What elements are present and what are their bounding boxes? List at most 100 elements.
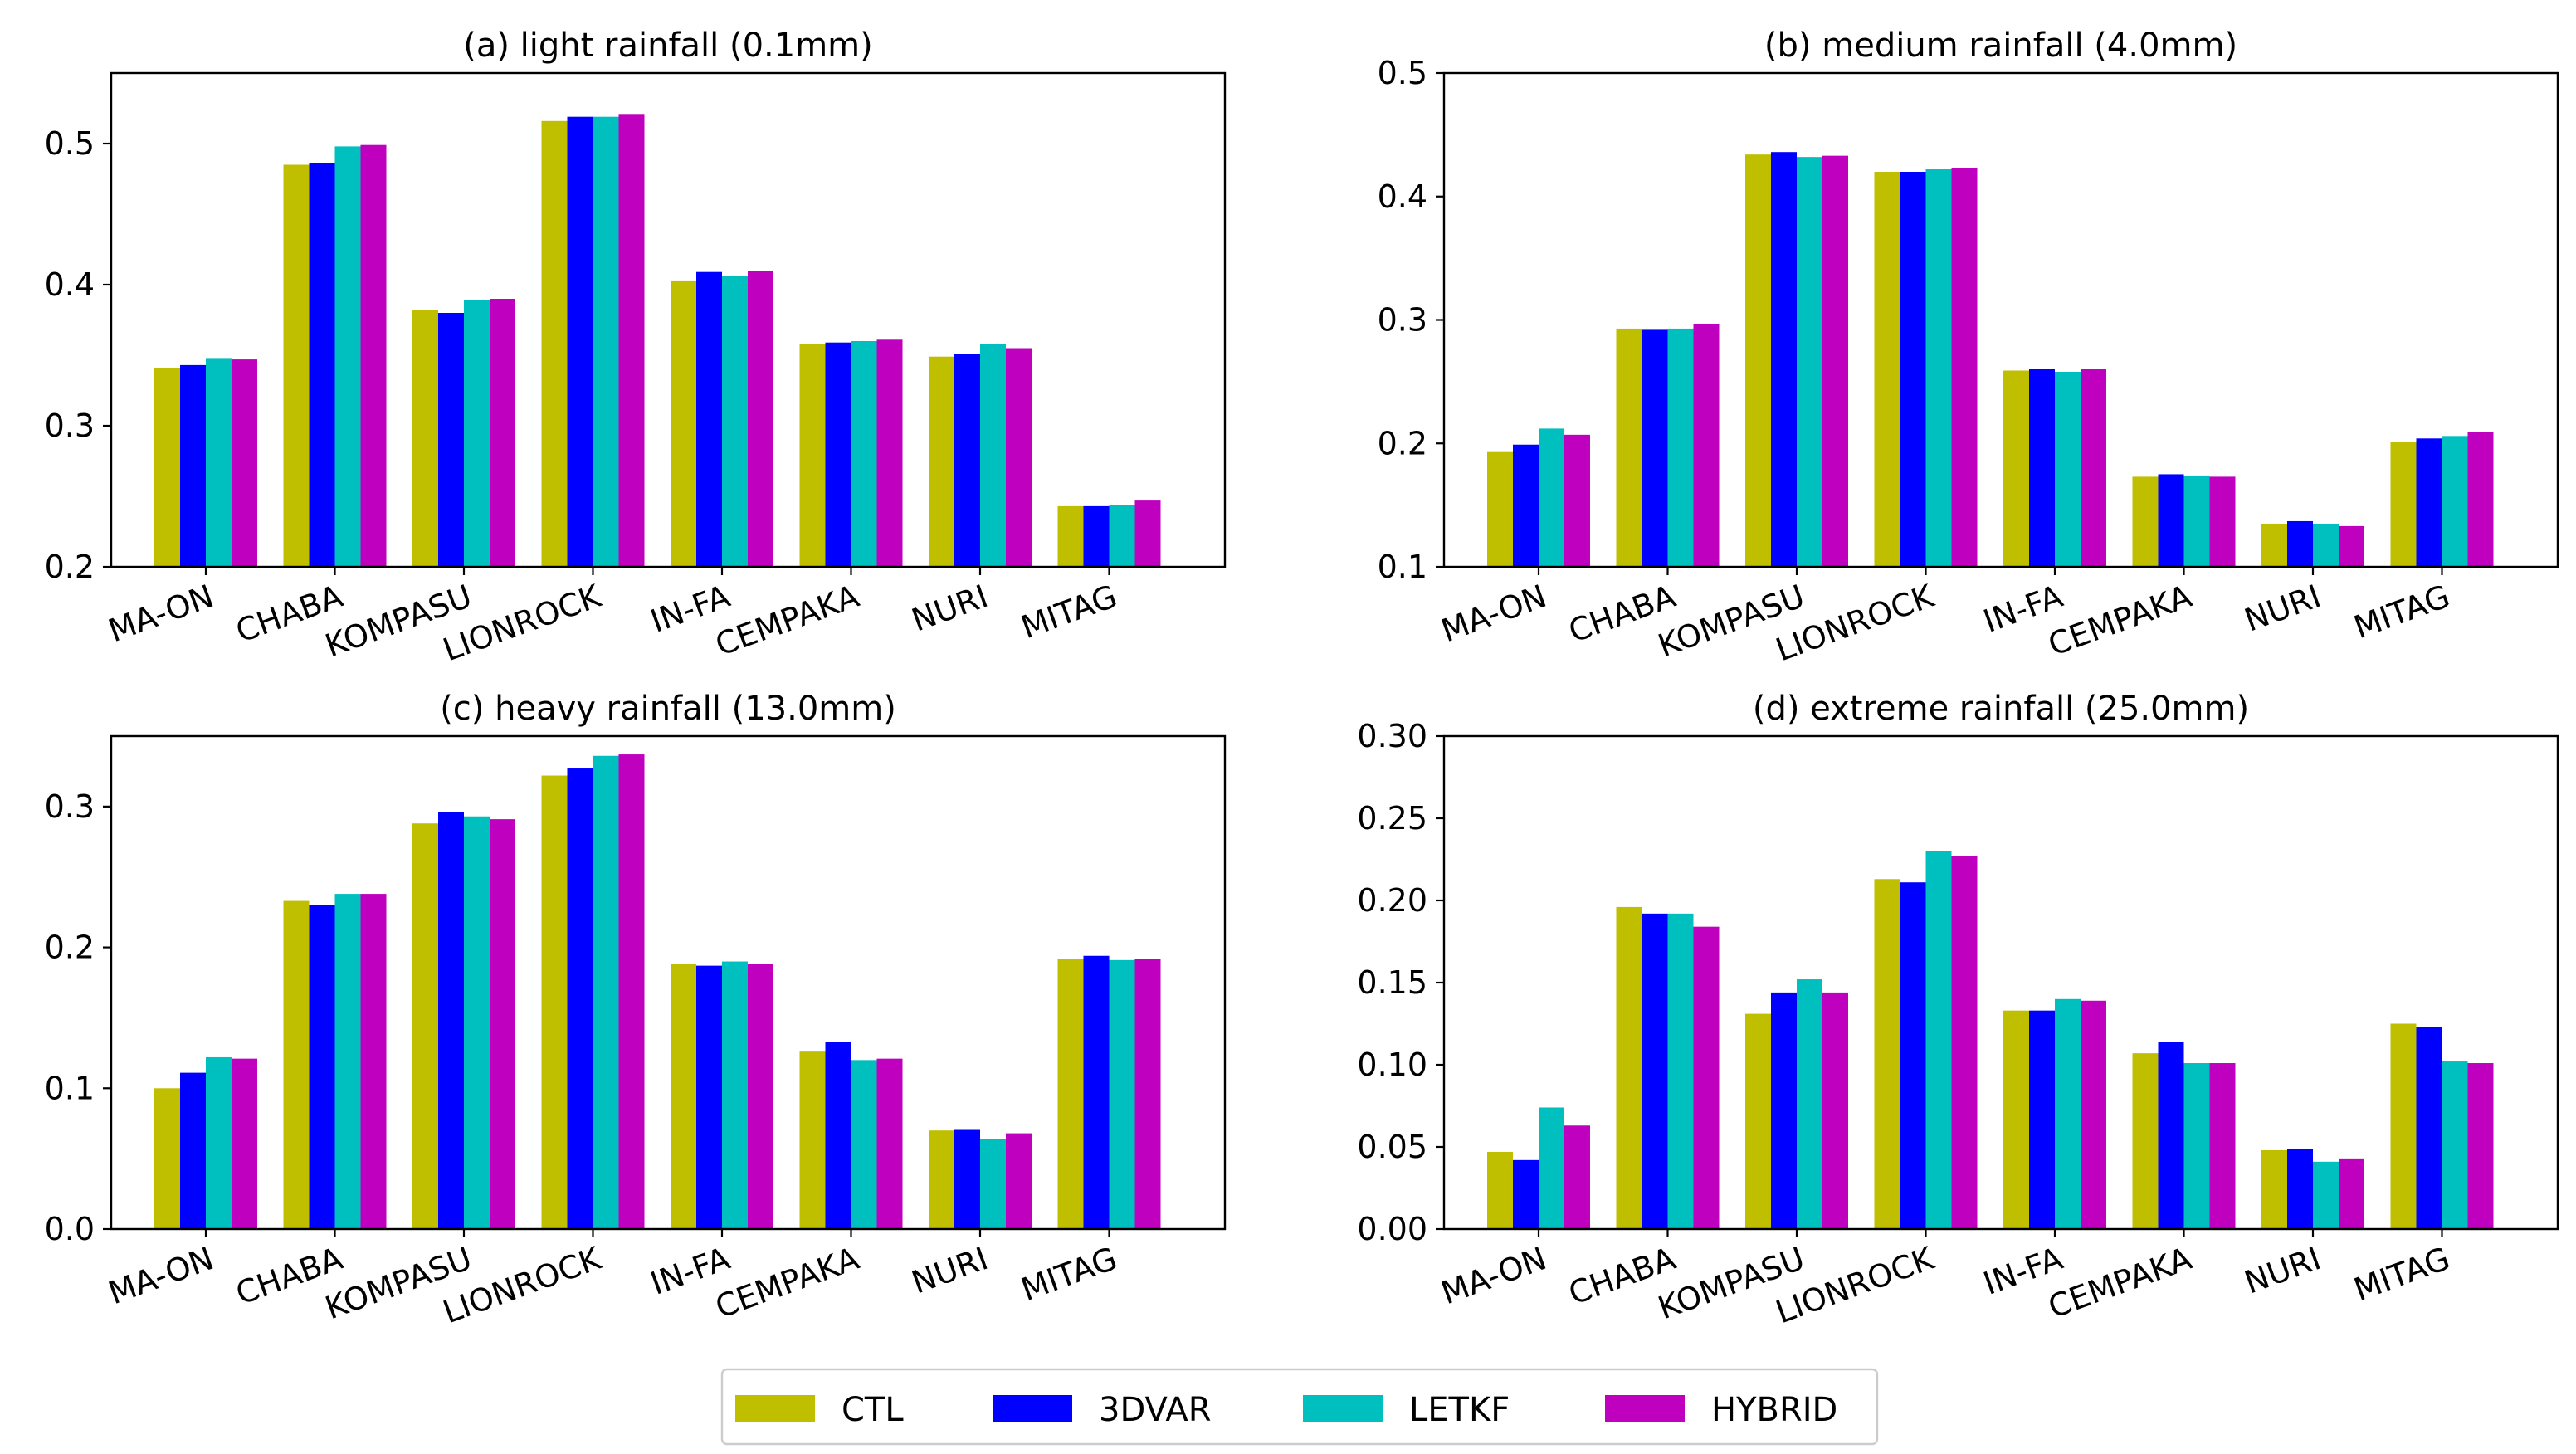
- bar-hybrid-cempaka: [876, 1058, 903, 1229]
- bar-hybrid-lionrock: [618, 754, 645, 1229]
- bar-letkf-ma-on: [206, 1056, 232, 1229]
- axes-frame: [110, 734, 1227, 1231]
- bar-letkf-cempaka: [851, 341, 877, 567]
- bar-letkf-cempaka: [2183, 1063, 2210, 1229]
- axes-frame: [110, 71, 1227, 568]
- bar-3dvar-ma-on: [180, 1072, 206, 1229]
- bar-hybrid-chaba: [360, 894, 387, 1229]
- panel-b: 0.10.20.30.40.5MA-ON CHABAKOMPASULIONROCK…: [1378, 27, 2559, 668]
- y-tick-label: 0.00: [1357, 1211, 1427, 1247]
- x-tick-label-mitag: MITAG: [2349, 1240, 2455, 1308]
- bar-hybrid-in-fa: [2081, 1000, 2106, 1229]
- legend-entry-ctl: CTL: [735, 1391, 904, 1429]
- bar-ctl-lionrock: [541, 775, 568, 1229]
- bar-letkf-nuri: [2313, 523, 2339, 567]
- bar-3dvar-chaba: [1642, 329, 1668, 567]
- bar-3dvar-mitag: [2416, 438, 2442, 567]
- legend-swatch: [1303, 1395, 1383, 1422]
- bar-ctl-chaba: [1616, 906, 1642, 1229]
- bar-letkf-ma-on: [1539, 428, 1564, 567]
- bar-hybrid-mitag: [1134, 959, 1161, 1229]
- x-tick-label-nuri: NURI: [907, 578, 993, 638]
- x-tick-label-ma-on: MA-ON: [104, 1240, 218, 1311]
- legend-label: 3DVAR: [1099, 1391, 1212, 1429]
- bar-hybrid-lionrock: [1951, 856, 1978, 1229]
- legend-entry-hybrid: HYBRID: [1605, 1391, 1837, 1429]
- x-tick-label-cempaka: CEMPAKA: [710, 1240, 863, 1325]
- bar-letkf-mitag: [2442, 436, 2468, 567]
- bar-ctl-ma-on: [1487, 451, 1513, 567]
- legend-label: HYBRID: [1711, 1391, 1837, 1429]
- x-tick-label-nuri: NURI: [2240, 578, 2325, 638]
- y-tick-label: 0.3: [45, 407, 95, 444]
- bar-ctl-cempaka: [2132, 1053, 2159, 1229]
- bar-ctl-mitag: [1057, 959, 1084, 1229]
- bar-3dvar-nuri: [954, 1129, 980, 1229]
- panel-title: (a) light rainfall (0.1mm): [463, 27, 873, 65]
- bar-ctl-ma-on: [1487, 1151, 1513, 1229]
- bar-hybrid-in-fa: [748, 964, 773, 1229]
- bar-letkf-lionrock: [593, 755, 619, 1229]
- bar-3dvar-mitag: [2416, 1027, 2442, 1229]
- bar-3dvar-kompasu: [1771, 992, 1797, 1229]
- bar-hybrid-cempaka: [876, 339, 903, 567]
- bar-3dvar-cempaka: [825, 1042, 851, 1229]
- bar-3dvar-kompasu: [438, 313, 464, 567]
- bar-ctl-mitag: [2390, 1023, 2417, 1229]
- bar-letkf-nuri: [980, 344, 1006, 567]
- y-tick-label: 0.5: [45, 125, 95, 162]
- bar-letkf-chaba: [1667, 913, 1694, 1229]
- bar-letkf-mitag: [2442, 1061, 2468, 1229]
- x-tick-label-mitag: MITAG: [1017, 578, 1122, 646]
- x-tick-label-cempaka: CEMPAKA: [710, 578, 863, 663]
- x-tick-label-nuri: NURI: [2240, 1240, 2325, 1300]
- x-tick-label-mitag: MITAG: [2349, 578, 2455, 646]
- bar-3dvar-cempaka: [2158, 474, 2184, 567]
- legend: CTL 3DVAR LETKF HYBRID: [720, 1368, 1879, 1446]
- bar-letkf-ma-on: [1539, 1107, 1564, 1229]
- legend-entry-3dvar: 3DVAR: [993, 1391, 1212, 1429]
- bar-letkf-in-fa: [722, 961, 748, 1229]
- x-tick-label-nuri: NURI: [907, 1240, 993, 1300]
- bar-ctl-chaba: [283, 164, 310, 567]
- bar-ctl-lionrock: [1874, 879, 1900, 1229]
- bar-letkf-in-fa: [2055, 998, 2081, 1229]
- bars: [1487, 152, 2494, 568]
- y-tick-label: 0.15: [1357, 964, 1427, 1001]
- bar-3dvar-cempaka: [825, 342, 851, 567]
- bar-letkf-lionrock: [1925, 169, 1952, 567]
- y-tick-label: 0.30: [1357, 718, 1427, 754]
- legend-swatch: [735, 1395, 815, 1422]
- bar-hybrid-kompasu: [1822, 155, 1848, 567]
- bars: [1487, 851, 2494, 1229]
- bar-3dvar-lionrock: [1900, 172, 1926, 567]
- y-tick-label: 0.10: [1357, 1047, 1427, 1083]
- bar-ctl-mitag: [1057, 505, 1084, 567]
- bar-3dvar-chaba: [309, 163, 335, 568]
- bar-letkf-cempaka: [851, 1060, 877, 1229]
- bar-3dvar-mitag: [1083, 505, 1110, 567]
- bar-ctl-mitag: [2390, 442, 2417, 567]
- y-tick-label: 0.5: [1378, 55, 1427, 91]
- bar-letkf-in-fa: [2055, 371, 2081, 567]
- legend-label: CTL: [842, 1391, 904, 1429]
- legend-swatch: [1605, 1395, 1685, 1422]
- bar-letkf-chaba: [334, 894, 361, 1229]
- bar-letkf-lionrock: [593, 116, 619, 567]
- y-tick-label: 0.25: [1357, 800, 1427, 837]
- legend-swatch: [993, 1395, 1072, 1422]
- bar-3dvar-lionrock: [1900, 882, 1926, 1229]
- bar-letkf-chaba: [334, 146, 361, 567]
- bar-hybrid-mitag: [1134, 500, 1161, 567]
- bar-3dvar-kompasu: [438, 812, 464, 1229]
- y-tick-label: 0.2: [45, 929, 95, 966]
- bar-3dvar-in-fa: [2029, 369, 2055, 567]
- bar-ctl-cempaka: [799, 344, 826, 567]
- bar-ctl-in-fa: [671, 280, 696, 567]
- bar-letkf-nuri: [2313, 1161, 2339, 1229]
- bar-hybrid-ma-on: [1564, 434, 1590, 567]
